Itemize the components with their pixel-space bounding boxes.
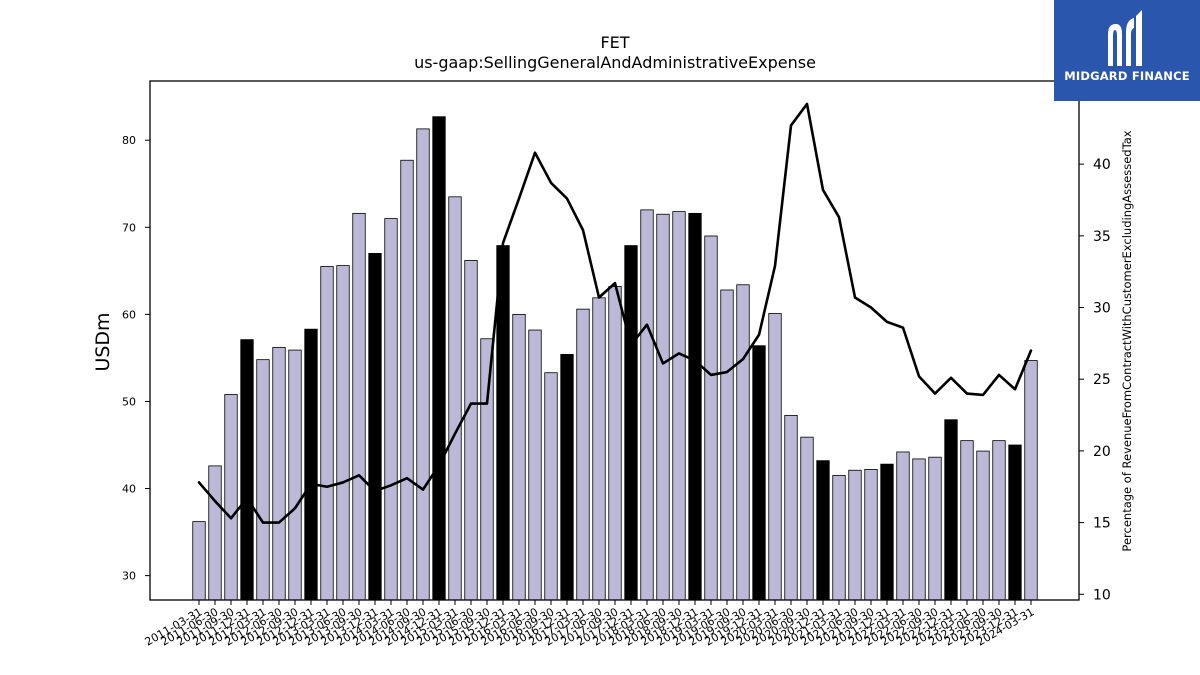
bar-2022-06-30: [912, 458, 926, 601]
bar-2019-12-31: [752, 345, 766, 601]
bar-2011-03-31: [192, 521, 206, 601]
bar-2023-06-30: [976, 450, 990, 601]
bar-2016-12-31: [560, 354, 574, 601]
bar-2020-06-30: [784, 414, 798, 601]
y2-tick-label: 15: [1093, 516, 1111, 532]
brand-logo: MIDGARD FINANCE: [1054, 0, 1200, 101]
chart-title: FET: [600, 33, 629, 52]
brand-logo-text: MIDGARD FINANCE: [1064, 69, 1190, 83]
bar-2011-06-30: [208, 465, 222, 601]
bar-2012-12-31: [304, 328, 318, 601]
y2-tick-label: 25: [1093, 372, 1111, 388]
bar-2012-09-30: [288, 349, 302, 601]
bar-2021-09-30: [864, 468, 878, 601]
percentage-line: [197, 102, 1033, 524]
bar-2019-06-30: [720, 289, 734, 601]
bar-2012-06-30: [272, 347, 286, 601]
bar-2021-06-30: [848, 469, 862, 601]
y2-tick-label: 40: [1093, 157, 1111, 173]
bar-2015-09-30: [480, 338, 494, 601]
bar-2019-09-30: [736, 284, 750, 601]
bar-2020-12-31: [816, 460, 830, 601]
bar-2018-03-31: [640, 209, 654, 601]
bar-2021-03-31: [832, 475, 846, 601]
bar-2013-03-31: [320, 266, 334, 601]
y2-axis-label: Percentage of RevenueFromContractWithCus…: [1120, 130, 1134, 551]
bar-2011-12-31: [240, 339, 254, 601]
bar-2018-12-31: [688, 212, 702, 601]
bar-2017-03-31: [576, 308, 590, 601]
chart-subtitle: us-gaap:SellingGeneralAndAdministrativeE…: [414, 53, 816, 72]
bar-2014-06-30: [400, 159, 414, 601]
bar-2013-09-30: [352, 212, 366, 601]
bar-2017-12-31: [624, 245, 638, 601]
bar-2022-09-30: [928, 456, 942, 601]
y-tick-label: 60: [122, 308, 136, 321]
bar-2015-06-30: [464, 259, 478, 601]
bar-2024-03-31: [1024, 360, 1038, 601]
bar-2016-06-30: [528, 329, 542, 601]
bar-series: [192, 116, 1038, 601]
bar-2014-09-30: [416, 128, 430, 601]
bar-2020-03-31: [768, 313, 782, 601]
y2-tick-label: 35: [1093, 229, 1111, 245]
bar-2022-03-31: [896, 451, 910, 601]
bar-2013-06-30: [336, 265, 350, 601]
bar-2018-06-30: [656, 213, 670, 601]
y2-tick-label: 20: [1093, 444, 1111, 460]
bar-2023-03-31: [960, 440, 974, 601]
bar-2021-12-31: [880, 463, 894, 601]
left-axis-ticks: 30 40 50 60 70 80: [122, 134, 150, 583]
bar-2018-09-30: [672, 211, 686, 601]
y-tick-label: 30: [122, 570, 136, 583]
y2-tick-label: 30: [1093, 301, 1111, 317]
x-axis-ticks: 2011-03-312011-06-302011-09-302011-12-31…: [143, 600, 1037, 649]
bar-2017-06-30: [592, 297, 606, 601]
y2-tick-label: 10: [1093, 587, 1111, 603]
bar-2014-03-31: [384, 218, 398, 601]
bar-2023-12-31: [1008, 444, 1022, 601]
bar-2012-03-31: [256, 359, 270, 601]
midgard-logo-icon: [1108, 10, 1142, 66]
bar-2011-09-30: [224, 394, 238, 601]
bar-2014-12-31: [432, 116, 446, 601]
bar-2023-09-30: [992, 440, 1006, 601]
right-axis-ticks: 10 15 20 25 30 35 40: [1079, 157, 1111, 603]
bar-2016-03-31: [512, 313, 526, 601]
y-axis-label: USDm: [92, 312, 114, 371]
line-series: [197, 102, 1033, 524]
bar-2017-09-30: [608, 286, 622, 601]
y-tick-label: 40: [122, 483, 136, 496]
y-tick-label: 80: [122, 134, 136, 147]
bar-2013-12-31: [368, 253, 382, 601]
bar-2015-03-31: [448, 196, 462, 601]
bar-2022-12-31: [944, 419, 958, 601]
bar-2020-09-30: [800, 436, 814, 601]
bar-2016-09-30: [544, 372, 558, 601]
y-tick-label: 70: [122, 221, 136, 234]
bar-2019-03-31: [704, 235, 718, 601]
y-tick-label: 50: [122, 395, 136, 408]
